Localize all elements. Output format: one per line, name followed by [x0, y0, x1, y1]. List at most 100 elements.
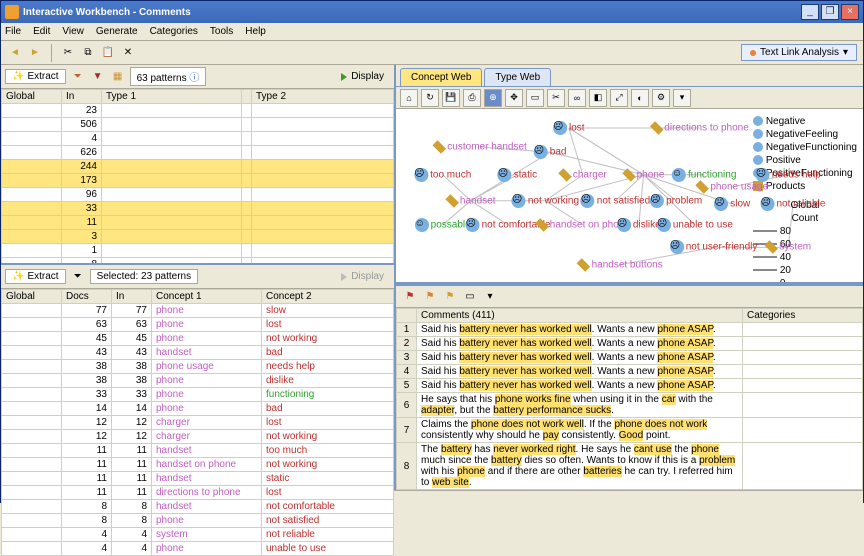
- menu-categories[interactable]: Categories: [150, 26, 198, 37]
- node-system[interactable]: system: [765, 241, 811, 253]
- table-row[interactable]: 8: [2, 258, 394, 264]
- patterns-grid[interactable]: GlobalInType 1Type 2 2350646262441739633…: [1, 89, 394, 263]
- menu-tools[interactable]: Tools: [210, 26, 233, 37]
- table-row[interactable]: 1111handsettoo much: [2, 444, 394, 458]
- table-row[interactable]: 1: [2, 244, 394, 258]
- table-row[interactable]: 1111directions to phonelost: [2, 486, 394, 500]
- menu-generate[interactable]: Generate: [96, 26, 138, 37]
- table-row[interactable]: 88handsetnot comfortable: [2, 500, 394, 514]
- comment-row[interactable]: 7Claims the phone does not work well. If…: [397, 418, 863, 443]
- table-row[interactable]: 23: [2, 104, 394, 118]
- table-row[interactable]: 1111handset on phonenot working: [2, 458, 394, 472]
- menu-view[interactable]: View: [62, 26, 84, 37]
- concept-web-graph[interactable]: NegativeNegativeFeelingNegativeFunctioni…: [396, 109, 863, 282]
- table-row[interactable]: 88phonenot satisfied: [2, 514, 394, 528]
- flag-yellow-icon[interactable]: ⚑: [442, 289, 458, 305]
- extract-button[interactable]: ✨ Extract: [5, 69, 66, 84]
- menu-help[interactable]: Help: [245, 26, 266, 37]
- node-charger[interactable]: charger: [559, 169, 607, 181]
- table-row[interactable]: 244: [2, 160, 394, 174]
- col-header[interactable]: Global: [2, 290, 62, 304]
- pan-icon[interactable]: ✥: [505, 89, 523, 107]
- comment-row[interactable]: 1Said his battery never has worked well.…: [397, 323, 863, 337]
- cut-icon[interactable]: ✂: [60, 45, 76, 61]
- node-unable[interactable]: ☹unable to use: [657, 218, 733, 232]
- table-row[interactable]: 3838phone usageneeds help: [2, 360, 394, 374]
- col-header[interactable]: In: [62, 90, 102, 104]
- comment-row[interactable]: 2Said his battery never has worked well.…: [397, 337, 863, 351]
- display-button-2[interactable]: Display: [335, 270, 390, 283]
- node-slow[interactable]: ☹slow: [714, 197, 750, 211]
- table-row[interactable]: 1212chargerlost: [2, 416, 394, 430]
- table-row[interactable]: 4: [2, 132, 394, 146]
- categories-header[interactable]: Categories: [743, 309, 863, 323]
- table-row[interactable]: 3: [2, 230, 394, 244]
- table-row[interactable]: 1212chargernot working: [2, 430, 394, 444]
- forward-icon[interactable]: ►: [27, 45, 43, 61]
- table-row[interactable]: 1111handsetstatic: [2, 472, 394, 486]
- flag-orange-icon[interactable]: ⚑: [422, 289, 438, 305]
- table-row[interactable]: 506: [2, 118, 394, 132]
- table-row[interactable]: 3838phonedislike: [2, 374, 394, 388]
- col-header[interactable]: [242, 90, 252, 104]
- table-row[interactable]: 44phoneunable to use: [2, 542, 394, 556]
- table-row[interactable]: 11: [2, 216, 394, 230]
- node-custhand[interactable]: customer handset: [433, 141, 527, 153]
- tab-concept-web[interactable]: Concept Web: [400, 68, 482, 86]
- tab-type-web[interactable]: Type Web: [484, 68, 551, 86]
- copy-icon[interactable]: ⧉: [80, 45, 96, 61]
- expand-icon[interactable]: ⤢: [610, 89, 628, 107]
- node-toomuch[interactable]: ☹too much: [414, 168, 471, 182]
- menu-file[interactable]: File: [5, 26, 21, 37]
- flag-red-icon[interactable]: ⚑: [402, 289, 418, 305]
- node-phone[interactable]: phone: [623, 169, 665, 181]
- table-row[interactable]: 173: [2, 174, 394, 188]
- maximize-button[interactable]: ❐: [821, 4, 839, 20]
- node-directions[interactable]: directions to phone: [650, 122, 749, 134]
- comment-row[interactable]: 3Said his battery never has worked well.…: [397, 351, 863, 365]
- table-row[interactable]: 44systemnot reliable: [2, 528, 394, 542]
- node-bad[interactable]: ☹bad: [534, 145, 567, 159]
- col-header[interactable]: Docs: [62, 290, 112, 304]
- comment-row[interactable]: 4Said his battery never has worked well.…: [397, 365, 863, 379]
- col-header[interactable]: Type 2: [252, 90, 394, 104]
- tree-icon[interactable]: ▾: [673, 89, 691, 107]
- comment-row[interactable]: 8The battery has never worked right. He …: [397, 443, 863, 490]
- grid-icon[interactable]: ▦: [110, 69, 126, 85]
- paste-icon[interactable]: 📋: [100, 45, 116, 61]
- table-row[interactable]: 96: [2, 188, 394, 202]
- node-functioning[interactable]: ☺functioning: [672, 168, 736, 182]
- node-notuf[interactable]: ☹not user-friendly: [670, 240, 758, 254]
- table-row[interactable]: 33: [2, 202, 394, 216]
- node-static[interactable]: ☹static: [498, 168, 537, 182]
- dropdown-icon[interactable]: ▾: [482, 289, 498, 305]
- options-icon[interactable]: ⚙: [652, 89, 670, 107]
- filter-icon[interactable]: ⏷: [70, 69, 86, 85]
- funnel-icon[interactable]: ▼: [90, 69, 106, 85]
- node-honp[interactable]: handset on phone: [536, 219, 630, 231]
- delete-icon[interactable]: ✕: [120, 45, 136, 61]
- col-header[interactable]: Concept 1: [152, 290, 262, 304]
- table-row[interactable]: 4343handsetbad: [2, 346, 394, 360]
- print-icon[interactable]: ⎙: [463, 89, 481, 107]
- col-header[interactable]: Concept 2: [262, 290, 394, 304]
- node-handset[interactable]: handset: [446, 195, 496, 207]
- back-icon[interactable]: ◄: [7, 45, 23, 61]
- link-icon[interactable]: ∞: [568, 89, 586, 107]
- node-problem[interactable]: ☹problem: [650, 194, 702, 208]
- node-dislike[interactable]: ☹dislike: [617, 218, 661, 232]
- comments-grid[interactable]: Comments (411) Categories 1Said his batt…: [396, 308, 863, 490]
- node-notsatisfied[interactable]: ☹not satisfied: [581, 194, 650, 208]
- comments-header[interactable]: Comments (411): [417, 309, 743, 323]
- node-notreliable[interactable]: ☹not reliable: [760, 197, 825, 211]
- category-icon[interactable]: ▭: [462, 289, 478, 305]
- save-icon[interactable]: 💾: [442, 89, 460, 107]
- layout-icon[interactable]: ◧: [589, 89, 607, 107]
- table-row[interactable]: 4545phonenot working: [2, 332, 394, 346]
- table-row[interactable]: 6363phonelost: [2, 318, 394, 332]
- comment-row[interactable]: 5Said his battery never has worked well.…: [397, 379, 863, 393]
- select-icon[interactable]: ▭: [526, 89, 544, 107]
- comment-row[interactable]: 6He says that his phone works fine when …: [397, 393, 863, 418]
- node-needshelp[interactable]: ☹needs help: [756, 168, 821, 182]
- menu-edit[interactable]: Edit: [33, 26, 50, 37]
